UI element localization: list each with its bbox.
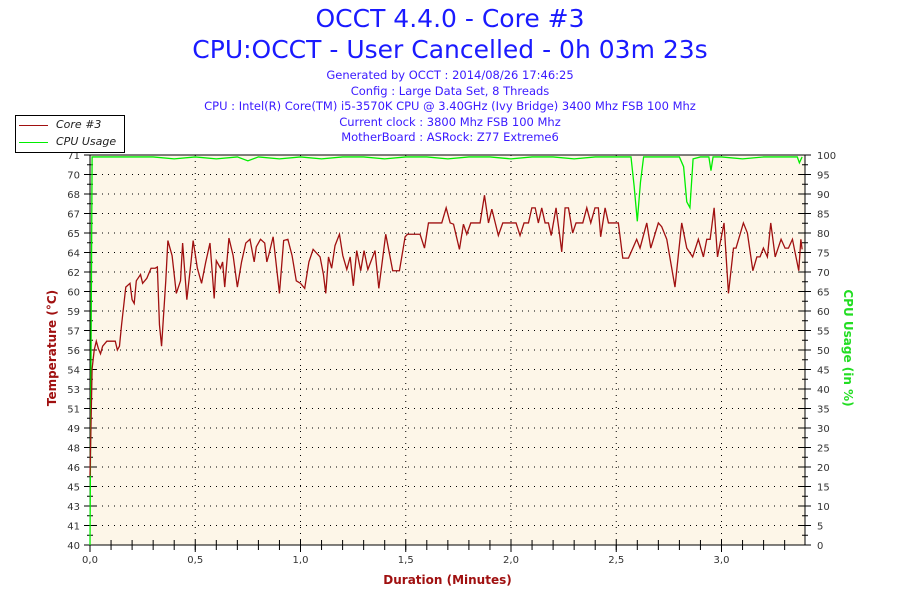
x-tick-label: 0,0 <box>82 555 98 566</box>
legend-swatch-core3 <box>19 125 48 126</box>
y-tick-label: 46 <box>67 463 80 474</box>
y2-tick-label: 20 <box>817 463 830 474</box>
y-tick-label: 68 <box>67 190 80 201</box>
y2-tick-label: 55 <box>817 327 830 338</box>
x-tick-label: 0,5 <box>187 555 203 566</box>
y2-tick-label: 25 <box>817 444 830 455</box>
y-tick-label: 43 <box>67 502 80 513</box>
y-tick-label: 67 <box>67 210 80 221</box>
legend-label-core3: Core #3 <box>56 118 102 131</box>
info-cpu: CPU : Intel(R) Core(TM) i5-3570K CPU @ 3… <box>204 99 696 113</box>
series-line-core3 <box>89 195 803 476</box>
y-axis-label: Temperature (°C) <box>45 290 59 406</box>
y-tick-label: 51 <box>67 405 80 416</box>
chart-title: OCCT 4.4.0 - Core #3 <box>315 4 585 33</box>
info-motherboard: MotherBoard : ASRock: Z77 Extreme6 <box>341 130 559 144</box>
y2-tick-label: 5 <box>817 522 823 533</box>
y2-tick-label: 100 <box>817 151 836 162</box>
y2-tick-label: 30 <box>817 424 830 435</box>
x-tick-label: 3,0 <box>714 555 730 566</box>
y-tick-label: 64 <box>67 249 80 260</box>
y2-tick-label: 70 <box>817 268 830 279</box>
y2-tick-label: 15 <box>817 483 830 494</box>
y-tick-label: 65 <box>67 229 80 240</box>
y-tick-label: 49 <box>67 424 80 435</box>
x-axis-label: Duration (Minutes) <box>383 573 511 587</box>
y2-tick-label: 35 <box>817 405 830 416</box>
legend-label-cpu-usage: CPU Usage <box>56 135 117 148</box>
y-tick-label: 53 <box>67 385 80 396</box>
y-tick-label: 45 <box>67 483 80 494</box>
y-tick-label: 70 <box>67 171 80 182</box>
y2-tick-label: 65 <box>817 288 830 299</box>
legend-item-core3: Core #3 <box>16 118 124 133</box>
y-tick-label: 48 <box>67 444 80 455</box>
chart-subtitle: CPU:OCCT - User Cancelled - 0h 03m 23s <box>192 35 708 64</box>
y2-tick-label: 40 <box>817 385 830 396</box>
y-tick-label: 71 <box>67 151 80 162</box>
y2-tick-label: 95 <box>817 171 830 182</box>
series-line-cpu-usage <box>89 156 803 546</box>
x-tick-label: 2,5 <box>608 555 624 566</box>
y2-axis-label: CPU Usage (in %) <box>841 289 855 406</box>
y2-tick-label: 60 <box>817 307 830 318</box>
y-tick-label: 54 <box>67 366 80 377</box>
y-tick-label: 59 <box>67 307 80 318</box>
y2-tick-label: 90 <box>817 190 830 201</box>
y-tick-label: 40 <box>67 541 80 552</box>
y-tick-label: 56 <box>67 346 80 357</box>
info-generated: Generated by OCCT : 2014/08/26 17:46:25 <box>326 68 574 82</box>
y-tick-label: 41 <box>67 522 80 533</box>
legend-swatch-cpu-usage <box>19 142 48 143</box>
y2-tick-label: 80 <box>817 229 830 240</box>
y2-tick-label: 0 <box>817 541 823 552</box>
y2-tick-label: 45 <box>817 366 830 377</box>
legend-item-cpu-usage: CPU Usage <box>16 135 124 150</box>
x-tick-label: 1,5 <box>398 555 414 566</box>
x-tick-label: 1,0 <box>293 555 309 566</box>
plot-area <box>90 155 805 545</box>
y2-tick-label: 50 <box>817 346 830 357</box>
y2-tick-label: 75 <box>817 249 830 260</box>
y-tick-label: 57 <box>67 327 80 338</box>
x-tick-label: 2,0 <box>503 555 519 566</box>
info-config: Config : Large Data Set, 8 Threads <box>350 83 550 98</box>
y2-tick-label: 10 <box>817 502 830 513</box>
y2-tick-label: 85 <box>817 210 830 221</box>
y-tick-label: 60 <box>67 288 80 299</box>
y-tick-label: 62 <box>67 268 80 279</box>
legend: Core #3 CPU Usage <box>15 115 125 153</box>
info-clock: Current clock : 3800 Mhz FSB 100 Mhz <box>339 114 561 129</box>
